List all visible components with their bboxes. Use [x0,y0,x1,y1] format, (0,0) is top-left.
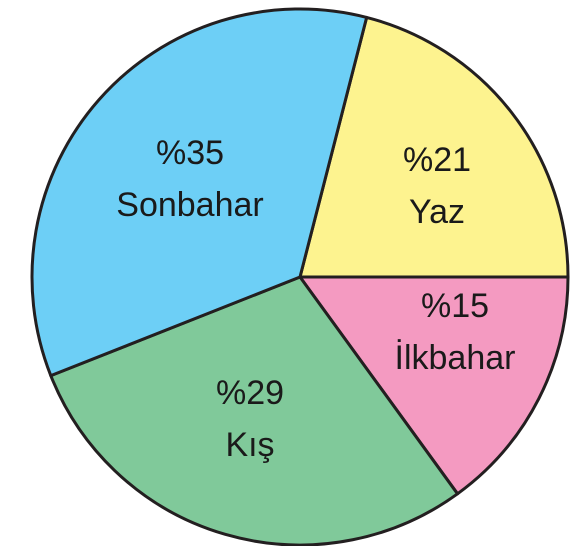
pie-slice [298,275,570,496]
category-label: Kış [225,426,274,464]
category-label: Yaz [409,193,465,231]
category-label: İlkbahar [395,339,516,377]
value-label: %29 [216,374,284,412]
pie-slice [49,275,460,546]
value-label: %21 [403,141,471,179]
pie-slice [30,7,369,378]
value-label: %35 [156,134,224,172]
pie-slice [298,15,570,279]
category-label: Sonbahar [116,186,263,224]
value-label: %15 [421,287,489,325]
